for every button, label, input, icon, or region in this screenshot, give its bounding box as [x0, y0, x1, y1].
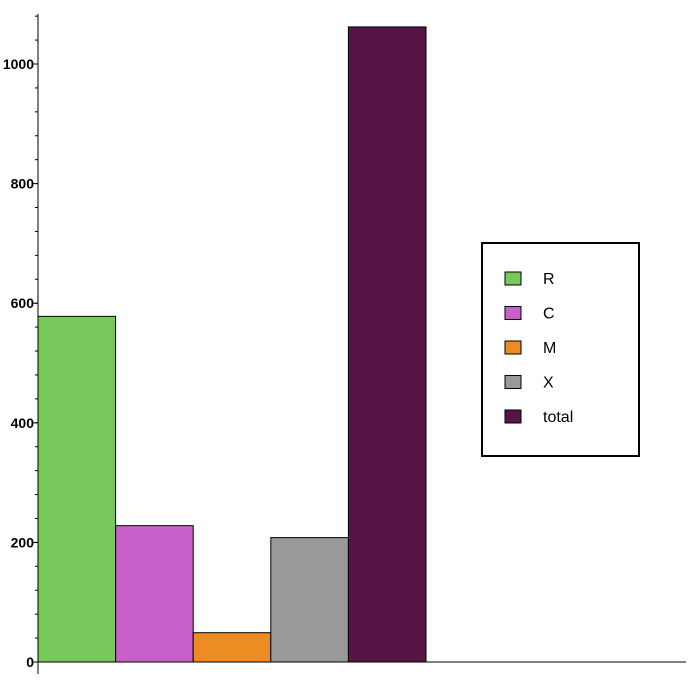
- bar-x: [270, 537, 349, 663]
- legend-label-r: R: [543, 271, 555, 288]
- legend-swatch-total: [504, 409, 522, 424]
- bar-m: [192, 632, 272, 663]
- legend-swatch-c: [504, 306, 522, 320]
- y-tick-label: 800: [11, 176, 35, 192]
- legend-swatch-r: [504, 271, 522, 286]
- y-tick-label: 400: [11, 415, 35, 431]
- y-tick-label: 0: [26, 654, 34, 670]
- y-tick-label: 600: [11, 295, 35, 311]
- y-tick-label: 200: [11, 534, 35, 550]
- legend-label-m: M: [543, 340, 556, 357]
- legend-label-x: X: [543, 375, 554, 392]
- bar-total: [347, 26, 427, 663]
- legend-label-c: C: [543, 306, 555, 323]
- bar-r: [37, 315, 117, 663]
- axes-group: 0 200 400 600 800 1000: [3, 14, 686, 674]
- y-tick-label: 1000: [3, 56, 34, 72]
- legend-swatch-m: [504, 340, 522, 355]
- bar-c: [115, 525, 194, 663]
- legend-label-total: total: [543, 409, 573, 426]
- bars-group: [37, 26, 427, 663]
- legend-swatch-x: [504, 375, 522, 389]
